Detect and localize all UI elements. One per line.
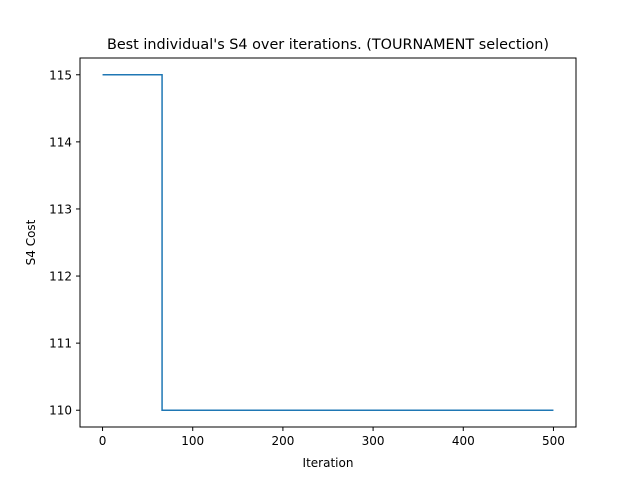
x-tick-label: 0	[99, 434, 107, 448]
x-axis-label: Iteration	[303, 456, 354, 470]
series-layer	[102, 74, 554, 411]
x-axis: 0 100 200 300 400 500	[99, 427, 565, 448]
x-tick-label: 300	[362, 434, 385, 448]
chart-title: Best individual's S4 over iterations. (T…	[107, 37, 549, 53]
plot-frame	[79, 57, 577, 428]
x-tick-label: 200	[271, 434, 294, 448]
x-tick-label: 500	[542, 434, 565, 448]
x-tick-label: 400	[452, 434, 475, 448]
series-line	[102, 74, 554, 411]
y-tick-label: 110	[49, 404, 72, 418]
y-tick-label: 112	[49, 270, 72, 284]
y-axis-label: S4 Cost	[24, 219, 38, 265]
y-tick-label: 113	[49, 202, 72, 216]
x-tick-label: 100	[181, 434, 204, 448]
y-tick-label: 115	[49, 68, 72, 82]
y-tick-label: 111	[49, 337, 72, 351]
plot-area	[80, 58, 576, 427]
y-tick-label: 114	[49, 135, 72, 149]
y-axis: 110 111 112 113 114 115	[49, 68, 80, 418]
